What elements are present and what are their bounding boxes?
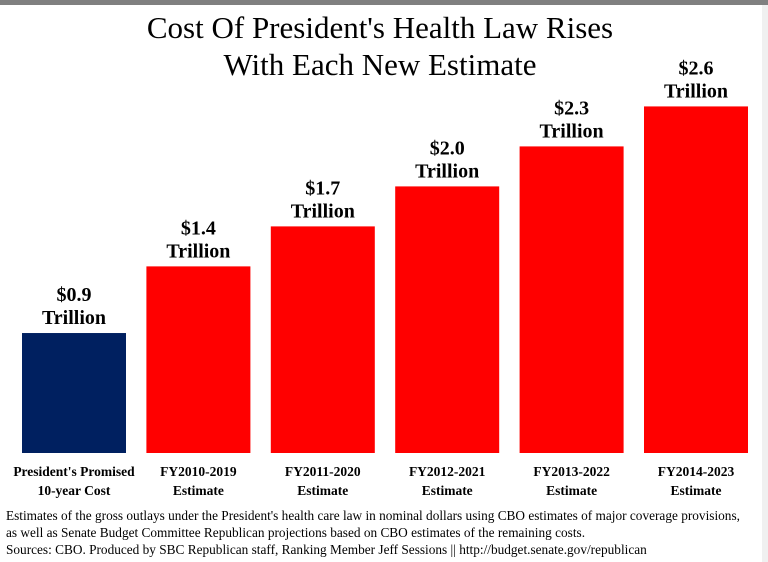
category-label-line-2: Estimate <box>297 483 348 498</box>
bar <box>270 226 375 453</box>
category-label-line-2: Estimate <box>671 483 722 498</box>
data-label-value: $1.4 <box>181 217 216 239</box>
category-label-line-2: Estimate <box>173 483 224 498</box>
bar <box>395 186 500 453</box>
top-border <box>0 0 768 5</box>
category-label-line-1: FY2013-2022 <box>533 464 610 479</box>
bar <box>644 106 748 454</box>
category-label-line-1: FY2011-2020 <box>285 464 361 479</box>
data-label-value: $1.7 <box>305 177 340 199</box>
data-label-unit: Trillion <box>664 80 728 102</box>
footnote-line-3: Sources: CBO. Produced by SBC Republican… <box>6 542 647 557</box>
chart-subtitle: With Each New Estimate <box>223 47 537 82</box>
footnote-line-2: as well as Senate Budget Committee Repub… <box>6 525 586 540</box>
right-border <box>762 5 768 562</box>
bar <box>146 266 251 453</box>
data-label-unit: Trillion <box>166 240 230 262</box>
category-label-line-1: FY2012-2021 <box>409 464 486 479</box>
category-label-line-2: 10-year Cost <box>38 483 111 498</box>
chart-title: Cost Of President's Health Law Rises <box>146 10 614 45</box>
bar <box>22 333 126 453</box>
category-label-line-2: Estimate <box>546 483 597 498</box>
data-label-unit: Trillion <box>540 120 604 142</box>
data-label-value: $2.6 <box>679 57 714 79</box>
bar <box>519 146 624 453</box>
data-label-unit: Trillion <box>415 160 479 182</box>
footnote-line-1: Estimates of the gross outlays under the… <box>6 508 740 523</box>
data-label-unit: Trillion <box>291 200 355 222</box>
data-label-unit: Trillion <box>42 307 106 329</box>
category-label-line-2: Estimate <box>422 483 473 498</box>
data-label-value: $2.0 <box>430 137 465 159</box>
data-label-value: $0.9 <box>57 284 92 306</box>
category-label-line-1: FY2014-2023 <box>658 464 735 479</box>
category-label-line-1: FY2010-2019 <box>160 464 237 479</box>
data-label-value: $2.3 <box>554 97 589 119</box>
category-label-line-1: President's Promised <box>13 464 135 479</box>
